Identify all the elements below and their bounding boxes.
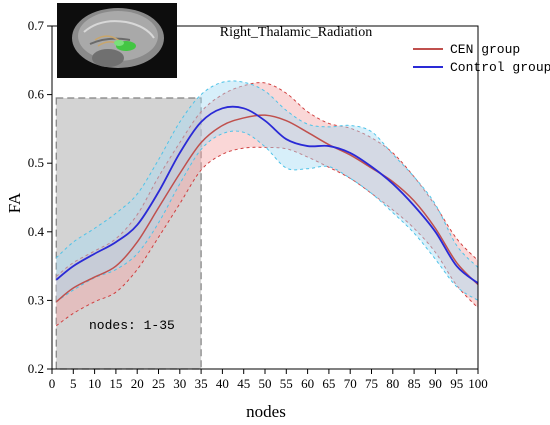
- x-tick-label: 95: [450, 376, 463, 391]
- legend: CEN group Control group: [413, 42, 550, 75]
- y-tick-label: 0.4: [28, 224, 45, 239]
- series-line-2: [55, 105, 479, 284]
- x-tick-label: 80: [386, 376, 399, 391]
- x-tick-label: 20: [131, 376, 144, 391]
- x-tick-label: 65: [322, 376, 335, 391]
- y-tick-label: 0.6: [28, 87, 45, 102]
- x-tick-label: 30: [173, 376, 186, 391]
- band-lower-1: [55, 146, 479, 327]
- band-2: [56, 80, 478, 302]
- band-upper-1: [55, 82, 479, 277]
- x-tick-label: 10: [88, 376, 101, 391]
- y-axis-title: FA: [5, 192, 24, 213]
- x-tick-label: 100: [468, 376, 488, 391]
- x-tick-label: 45: [237, 376, 250, 391]
- x-axis-title: nodes: [246, 402, 286, 421]
- x-tick-label: 75: [365, 376, 378, 391]
- y-tick-label: 0.2: [28, 361, 44, 376]
- x-tick-label: 5: [70, 376, 77, 391]
- legend-label-1: CEN group: [450, 42, 520, 57]
- brain-mri-inset-icon: [57, 3, 177, 78]
- series-line-1: [55, 114, 479, 303]
- chart-title: Right_Thalamic_Radiation: [220, 25, 372, 40]
- y-tick-label: 0.5: [28, 155, 44, 170]
- x-tick-label: 0: [49, 376, 56, 391]
- x-tick-label: 50: [259, 376, 272, 391]
- band-upper-2: [55, 80, 479, 268]
- highlight-region-label: nodes: 1-35: [89, 318, 175, 333]
- x-tick-label: 70: [344, 376, 357, 391]
- x-tick-label: 60: [301, 376, 314, 391]
- band-lower-2: [55, 130, 479, 303]
- legend-label-2: Control group: [450, 60, 550, 75]
- x-tick-label: 40: [216, 376, 229, 391]
- y-tick-label: 0.3: [28, 292, 44, 307]
- x-tick-label: 15: [109, 376, 122, 391]
- x-tick-label: 35: [195, 376, 208, 391]
- x-tick-label: 85: [408, 376, 421, 391]
- band-1: [56, 82, 478, 326]
- series-lines-layer: [55, 105, 479, 303]
- x-tick-label: 25: [152, 376, 165, 391]
- confidence-bands-layer: [55, 80, 479, 327]
- axes-layer: 0 5 10 15 20 25 30 35 40 45 50 55 60 65 70 75 80 85 90 95 10…: [28, 18, 488, 391]
- x-tick-label: 90: [429, 376, 442, 391]
- y-tick-label: 0.7: [28, 18, 45, 33]
- x-tick-label: 55: [280, 376, 293, 391]
